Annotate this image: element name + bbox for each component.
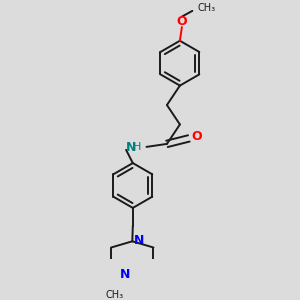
Text: CH₃: CH₃: [197, 3, 215, 13]
Text: H: H: [133, 142, 141, 152]
Text: N: N: [120, 268, 130, 281]
Text: O: O: [191, 130, 202, 143]
Text: N: N: [134, 233, 145, 247]
Text: CH₃: CH₃: [105, 290, 123, 300]
Text: N: N: [126, 141, 136, 154]
Text: O: O: [177, 15, 187, 28]
